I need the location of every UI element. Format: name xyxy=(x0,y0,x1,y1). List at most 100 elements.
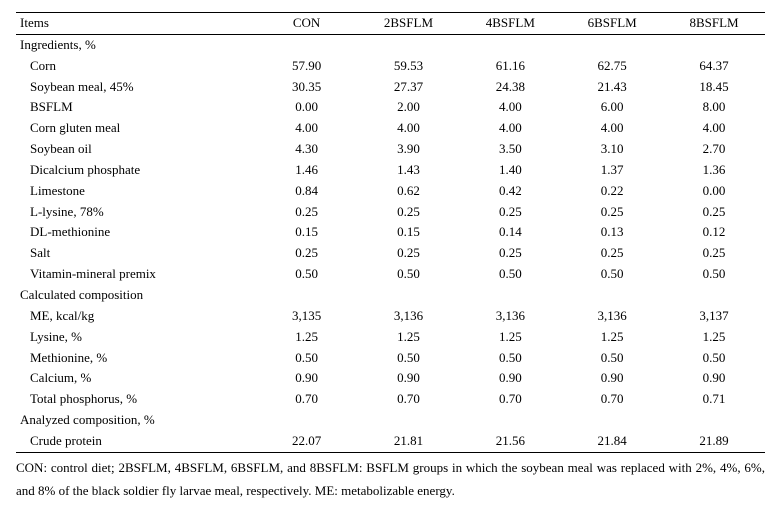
cell-value: 18.45 xyxy=(663,77,765,98)
cell-value: 2.70 xyxy=(663,139,765,160)
cell-value: 8.00 xyxy=(663,97,765,118)
section-title: Calculated composition xyxy=(16,285,765,306)
cell-value: 4.00 xyxy=(358,118,460,139)
row-label: Soybean meal, 45% xyxy=(16,77,256,98)
section-row: Calculated composition xyxy=(16,285,765,306)
cell-value: 0.90 xyxy=(256,368,358,389)
table-row: DL-methionine0.150.150.140.130.12 xyxy=(16,222,765,243)
row-label: ME, kcal/kg xyxy=(16,306,256,327)
cell-value: 0.50 xyxy=(256,348,358,369)
cell-value: 0.00 xyxy=(663,181,765,202)
row-label: BSFLM xyxy=(16,97,256,118)
table-row: Calcium, %0.900.900.900.900.90 xyxy=(16,368,765,389)
cell-value: 4.00 xyxy=(459,97,561,118)
cell-value: 0.50 xyxy=(561,348,663,369)
cell-value: 0.42 xyxy=(459,181,561,202)
table-row: BSFLM0.002.004.006.008.00 xyxy=(16,97,765,118)
cell-value: 0.70 xyxy=(256,389,358,410)
cell-value: 21.89 xyxy=(663,431,765,452)
cell-value: 0.25 xyxy=(358,202,460,223)
cell-value: 3,136 xyxy=(459,306,561,327)
cell-value: 0.90 xyxy=(358,368,460,389)
cell-value: 0.25 xyxy=(561,202,663,223)
cell-value: 0.70 xyxy=(358,389,460,410)
cell-value: 59.53 xyxy=(358,56,460,77)
table-body: Ingredients, %Corn57.9059.5361.1662.7564… xyxy=(16,34,765,452)
cell-value: 0.14 xyxy=(459,222,561,243)
cell-value: 0.50 xyxy=(663,348,765,369)
cell-value: 22.07 xyxy=(256,431,358,452)
cell-value: 21.84 xyxy=(561,431,663,452)
table-row: Limestone0.840.620.420.220.00 xyxy=(16,181,765,202)
cell-value: 0.50 xyxy=(561,264,663,285)
table-row: Corn gluten meal4.004.004.004.004.00 xyxy=(16,118,765,139)
section-title: Ingredients, % xyxy=(16,34,765,55)
cell-value: 1.40 xyxy=(459,160,561,181)
table-header-row: Items CON 2BSFLM 4BSFLM 6BSFLM 8BSFLM xyxy=(16,13,765,35)
row-label: Corn gluten meal xyxy=(16,118,256,139)
cell-value: 0.25 xyxy=(256,243,358,264)
table-row: ME, kcal/kg3,1353,1363,1363,1363,137 xyxy=(16,306,765,327)
cell-value: 1.25 xyxy=(561,327,663,348)
cell-value: 0.50 xyxy=(459,348,561,369)
row-label: Vitamin-mineral premix xyxy=(16,264,256,285)
composition-table: Items CON 2BSFLM 4BSFLM 6BSFLM 8BSFLM In… xyxy=(16,12,765,453)
cell-value: 3.50 xyxy=(459,139,561,160)
cell-value: 0.50 xyxy=(663,264,765,285)
cell-value: 61.16 xyxy=(459,56,561,77)
cell-value: 57.90 xyxy=(256,56,358,77)
cell-value: 1.25 xyxy=(663,327,765,348)
table-row: Vitamin-mineral premix0.500.500.500.500.… xyxy=(16,264,765,285)
cell-value: 0.90 xyxy=(459,368,561,389)
cell-value: 6.00 xyxy=(561,97,663,118)
cell-value: 4.00 xyxy=(561,118,663,139)
row-label: Lysine, % xyxy=(16,327,256,348)
section-title: Analyzed composition, % xyxy=(16,410,765,431)
row-label: DL-methionine xyxy=(16,222,256,243)
table-row: Lysine, %1.251.251.251.251.25 xyxy=(16,327,765,348)
table-row: Soybean meal, 45%30.3527.3724.3821.4318.… xyxy=(16,77,765,98)
cell-value: 0.25 xyxy=(663,202,765,223)
section-row: Ingredients, % xyxy=(16,34,765,55)
cell-value: 0.15 xyxy=(256,222,358,243)
cell-value: 0.25 xyxy=(459,202,561,223)
cell-value: 64.37 xyxy=(663,56,765,77)
cell-value: 1.43 xyxy=(358,160,460,181)
cell-value: 1.46 xyxy=(256,160,358,181)
cell-value: 4.00 xyxy=(459,118,561,139)
cell-value: 3,135 xyxy=(256,306,358,327)
col-header: 8BSFLM xyxy=(663,13,765,35)
cell-value: 1.37 xyxy=(561,160,663,181)
row-label: Dicalcium phosphate xyxy=(16,160,256,181)
table-row: Total phosphorus, %0.700.700.700.700.71 xyxy=(16,389,765,410)
cell-value: 3,136 xyxy=(561,306,663,327)
cell-value: 0.50 xyxy=(358,264,460,285)
cell-value: 3,137 xyxy=(663,306,765,327)
row-label: Limestone xyxy=(16,181,256,202)
row-label: Methionine, % xyxy=(16,348,256,369)
cell-value: 0.22 xyxy=(561,181,663,202)
cell-value: 0.13 xyxy=(561,222,663,243)
cell-value: 2.00 xyxy=(358,97,460,118)
cell-value: 3,136 xyxy=(358,306,460,327)
cell-value: 21.81 xyxy=(358,431,460,452)
cell-value: 1.25 xyxy=(256,327,358,348)
cell-value: 4.30 xyxy=(256,139,358,160)
col-header: 4BSFLM xyxy=(459,13,561,35)
col-header: 6BSFLM xyxy=(561,13,663,35)
cell-value: 0.00 xyxy=(256,97,358,118)
table-footnote: CON: control diet; 2BSFLM, 4BSFLM, 6BSFL… xyxy=(16,456,765,503)
cell-value: 0.25 xyxy=(256,202,358,223)
cell-value: 0.90 xyxy=(561,368,663,389)
row-label: L-lysine, 78% xyxy=(16,202,256,223)
cell-value: 24.38 xyxy=(459,77,561,98)
cell-value: 4.00 xyxy=(256,118,358,139)
row-label: Crude protein xyxy=(16,431,256,452)
cell-value: 0.50 xyxy=(459,264,561,285)
cell-value: 21.56 xyxy=(459,431,561,452)
row-label: Total phosphorus, % xyxy=(16,389,256,410)
cell-value: 0.25 xyxy=(663,243,765,264)
table-row: Methionine, %0.500.500.500.500.50 xyxy=(16,348,765,369)
cell-value: 4.00 xyxy=(663,118,765,139)
cell-value: 21.43 xyxy=(561,77,663,98)
